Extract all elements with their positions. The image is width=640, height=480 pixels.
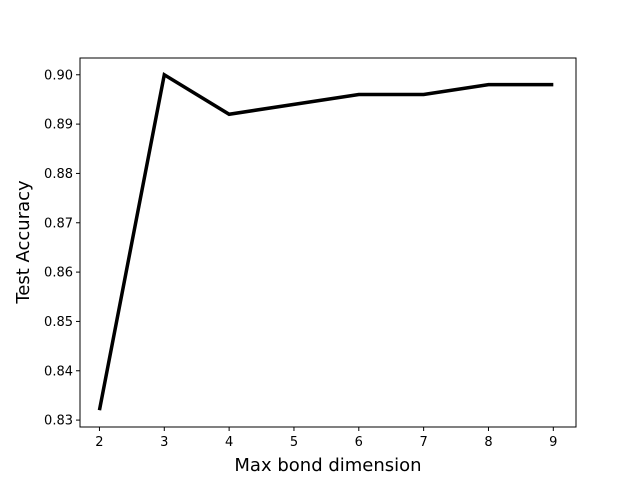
y-axis-ticks: 0.83 0.84 0.85 0.86 0.87 0.88 0.89 0.90: [44, 68, 80, 429]
y-tick-label: 0.87: [44, 216, 73, 231]
y-tick-label: 0.88: [44, 167, 73, 182]
plot-frame: [79, 57, 577, 428]
y-axis-label: Test Accuracy: [13, 180, 34, 305]
x-tick-label: 3: [160, 435, 168, 450]
y-tick-label: 0.89: [44, 118, 73, 133]
x-tick-label: 6: [355, 435, 363, 450]
series-line: [97, 71, 554, 411]
x-tick-label: 2: [95, 435, 103, 450]
x-tick-label: 5: [290, 435, 298, 450]
x-tick-label: 7: [419, 435, 427, 450]
y-tick-label: 0.86: [44, 266, 73, 281]
x-axis-label: Max bond dimension: [234, 455, 421, 476]
x-axis-ticks: 2 3 4 5 6 7 8 9: [95, 427, 557, 450]
x-tick-label: 8: [484, 435, 492, 450]
y-tick-label: 0.90: [44, 68, 73, 83]
series-layer: [97, 71, 554, 411]
y-tick-label: 0.85: [44, 315, 73, 330]
x-tick-label: 9: [549, 435, 557, 450]
y-tick-label: 0.83: [44, 414, 73, 429]
y-tick-label: 0.84: [44, 364, 73, 379]
plot-area: [79, 57, 577, 428]
x-tick-label: 4: [225, 435, 233, 450]
